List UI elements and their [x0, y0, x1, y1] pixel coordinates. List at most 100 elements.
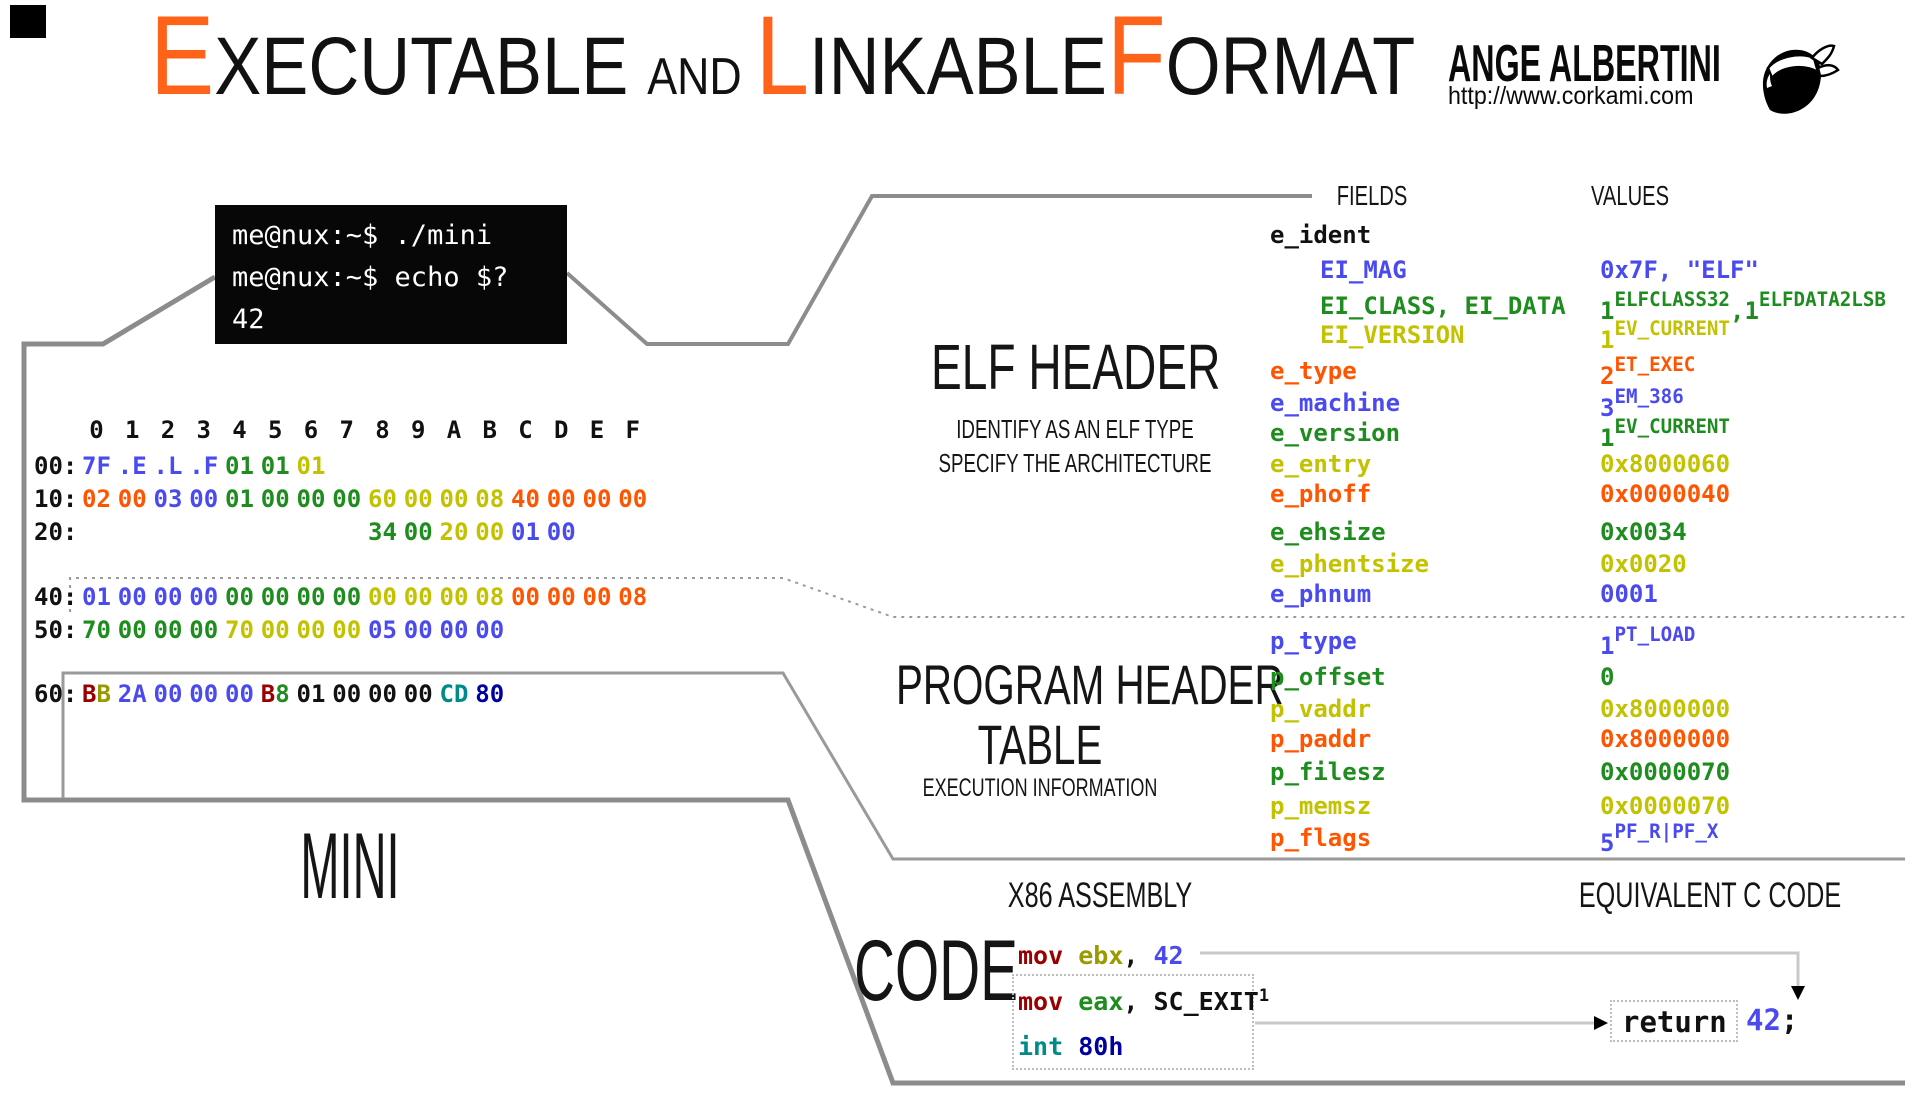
return-dotted-box: return: [1610, 1000, 1738, 1042]
hex-row-address: 00:: [34, 452, 78, 480]
page-title: EXECUTABLE AND LINKABLEFORMAT: [150, 0, 1415, 112]
value-token: 0x7F, "ELF": [1600, 256, 1759, 284]
hex-col-header: 2: [160, 416, 176, 444]
field-name: e_machine: [1270, 389, 1401, 417]
field-value: 2ET_EXEC: [1600, 353, 1695, 390]
field-value: 3EM_386: [1600, 385, 1684, 422]
hex-byte: 00: [153, 680, 183, 708]
field-name: p_filesz: [1270, 758, 1386, 786]
hex-byte: 00: [225, 680, 254, 708]
hex-byte: .F: [189, 452, 219, 480]
value-token: 2: [1600, 362, 1615, 390]
value-token: 0: [1600, 663, 1615, 691]
arrow-42-line: [1200, 951, 1800, 988]
assembly-line: int 80h: [1018, 1032, 1123, 1061]
hex-byte: 00: [618, 485, 648, 513]
hex-byte: 00: [189, 616, 219, 644]
hex-byte: 70: [82, 616, 111, 644]
hex-byte: 00: [403, 485, 433, 513]
hex-byte: 7F: [82, 452, 111, 480]
hex-byte: 01: [82, 583, 111, 611]
hex-col-header: B: [482, 416, 497, 444]
hex-byte: 08: [475, 485, 505, 513]
hex-col-header: C: [518, 416, 533, 444]
hex-col-header: 4: [232, 416, 247, 444]
hex-byte: 70: [225, 616, 254, 644]
field-value: 0x0000070: [1600, 792, 1730, 820]
hex-byte: 00: [225, 583, 254, 611]
syscall-dotted-box: [1012, 974, 1254, 1070]
program-header-sub: EXECUTION INFORMATION: [922, 774, 1158, 802]
hex-byte: 00: [511, 583, 540, 611]
field-value: 1ELFCLASS32,1ELFDATA2LSB: [1600, 288, 1886, 325]
hex-byte: 01: [225, 485, 254, 513]
hex-byte: 60: [368, 485, 397, 513]
value-token: 1: [1600, 297, 1615, 325]
field-name: e_entry: [1270, 450, 1372, 478]
hex-byte: 00: [296, 616, 326, 644]
field-value: 0x0020: [1600, 550, 1687, 578]
hex-byte: 00: [582, 583, 612, 611]
asm-token: mov: [1018, 987, 1079, 1016]
hex-nibble: B: [96, 680, 111, 708]
field-name: e_phnum: [1270, 580, 1372, 608]
terminal-line: 42: [232, 304, 265, 335]
hex-byte: 00: [332, 583, 362, 611]
hex-col-header: F: [625, 416, 640, 444]
value-token: ET_EXEC: [1614, 353, 1696, 376]
field-name: e_ehsize: [1270, 518, 1386, 546]
value-token: EM_386: [1614, 385, 1684, 408]
value-token: EV_CURRENT: [1614, 415, 1730, 438]
field-value: 0x0000070: [1600, 758, 1730, 786]
hex-byte: 00: [403, 583, 433, 611]
hex-byte: 00: [332, 680, 362, 708]
c-return-keyword: return: [1622, 1005, 1727, 1039]
c-token: 42: [1746, 1003, 1781, 1037]
hex-byte: CD: [439, 680, 469, 708]
hex-byte: 00: [368, 583, 397, 611]
program-header-dotted-connector: [69, 577, 1905, 618]
hex-byte: 00: [260, 616, 290, 644]
hex-col-header: 9: [411, 416, 426, 444]
hex-byte: 02: [82, 485, 111, 513]
asm-token: SC_EXIT: [1153, 987, 1259, 1016]
hex-nibble: B: [82, 680, 97, 708]
value-token: 3: [1600, 394, 1615, 422]
hex-byte: 00: [475, 616, 505, 644]
field-value: 5PF_R|PF_X: [1600, 820, 1718, 857]
hex-byte: 00: [296, 583, 326, 611]
elf-header-connector: [565, 194, 1312, 346]
field-value: 0x0034: [1600, 518, 1687, 546]
hex-byte: 01: [260, 452, 290, 480]
hex-byte: 00: [189, 680, 219, 708]
field-name: p_type: [1270, 627, 1357, 655]
hex-row-address: 10:: [34, 485, 78, 513]
field-name: e_version: [1270, 419, 1401, 447]
field-value: 1EV_CURRENT: [1600, 415, 1730, 452]
asm-token: 42: [1153, 941, 1184, 970]
equivalent-c-label: EQUIVALENT C CODE: [1578, 876, 1842, 915]
hex-byte: 00: [153, 616, 183, 644]
title-accent-letter: F: [1106, 0, 1166, 118]
hex-byte: 00: [117, 583, 147, 611]
hex-byte: 08: [475, 583, 505, 611]
hex-row-address: 60:: [34, 680, 78, 708]
hex-col-header: 1: [125, 416, 140, 444]
value-token: 0x0000040: [1600, 480, 1731, 508]
elf-header-title: ELF HEADER: [931, 331, 1221, 403]
field-name: e_type: [1270, 357, 1357, 385]
c-return-value: 42;: [1746, 1003, 1798, 1037]
field-name: p_flags: [1270, 824, 1372, 852]
hex-row-address: 20:: [34, 518, 78, 546]
hex-byte: B8: [261, 680, 290, 708]
terminal-line: me@nux:~$ echo $?: [232, 262, 509, 293]
author-url[interactable]: http://www.corkami.com: [1448, 82, 1694, 110]
value-token: 1: [1744, 297, 1759, 325]
values-column-label: VALUES: [1590, 180, 1670, 211]
assembly-line: mov ebx, 42: [1018, 941, 1184, 970]
hex-col-header: 0: [89, 416, 104, 444]
hex-col-header: E: [589, 416, 605, 444]
field-value: 0001: [1600, 580, 1658, 608]
c-token: ;: [1780, 1003, 1799, 1037]
title-word: XECUTABLE: [214, 21, 629, 112]
